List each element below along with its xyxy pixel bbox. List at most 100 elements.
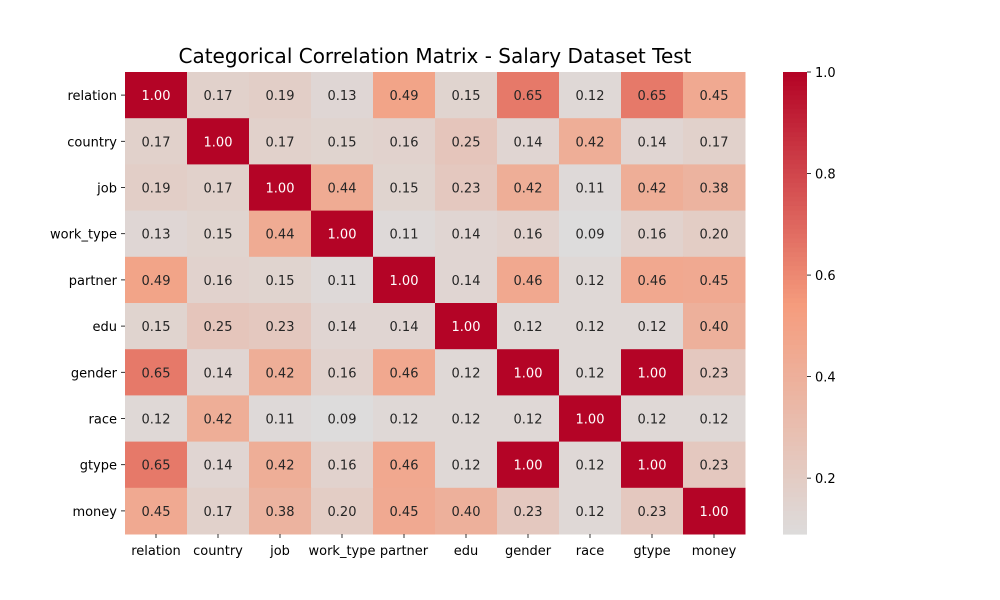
colorbar-segment <box>783 418 807 424</box>
column-tick-label: work_type <box>309 544 376 559</box>
colorbar-segment <box>783 335 807 341</box>
heatmap-cell <box>435 118 498 165</box>
heatmap-cell <box>187 303 250 350</box>
heatmap-cell <box>125 303 188 350</box>
colorbar-segment <box>783 136 807 142</box>
heatmap-cell <box>311 395 374 443</box>
colorbar-segment <box>783 473 807 480</box>
colorbar-segment <box>783 99 807 105</box>
column-tick-label: edu <box>454 544 479 559</box>
heatmap-cell <box>559 164 622 212</box>
cell-value-label: 0.12 <box>638 320 667 335</box>
colorbar-segment <box>783 201 807 207</box>
cell-value-label: 0.12 <box>142 413 171 428</box>
colorbar-segment <box>783 238 807 244</box>
heatmap-cell <box>621 349 684 396</box>
colorbar-segment <box>783 492 807 498</box>
cell-value-label: 0.12 <box>576 505 605 520</box>
heatmap-cell <box>683 303 746 350</box>
heatmap-cell <box>621 118 684 165</box>
cell-value-label: 1.00 <box>142 89 171 104</box>
heatmap-cell <box>435 164 498 212</box>
heatmap-cell <box>373 395 436 443</box>
heatmap-cell <box>373 349 436 396</box>
cell-value-label: 1.00 <box>452 320 481 335</box>
cell-value-label: 0.65 <box>638 89 667 104</box>
colorbar-segment <box>783 164 807 170</box>
cell-value-label: 0.14 <box>452 228 481 243</box>
cell-value-label: 0.12 <box>576 274 605 289</box>
heatmap-cell <box>435 303 498 350</box>
colorbar-segment <box>783 173 807 179</box>
heatmap-cell <box>249 395 312 443</box>
colorbar-segment <box>783 252 807 258</box>
heatmap-cell <box>683 349 746 396</box>
heatmap-cell <box>621 164 684 212</box>
colorbar-segment <box>783 455 807 461</box>
colorbar-segment <box>783 524 807 530</box>
colorbar-tick-label: 0.4 <box>815 371 836 386</box>
heatmap-cell <box>683 210 746 258</box>
chart-title: Categorical Correlation Matrix - Salary … <box>178 44 691 68</box>
heatmap-cell <box>559 210 622 258</box>
row-tick-label: race <box>89 413 117 428</box>
heatmap-cell <box>311 72 374 119</box>
colorbar-segment <box>783 307 807 313</box>
cell-value-label: 0.13 <box>328 89 357 104</box>
colorbar-segment <box>783 108 807 115</box>
colorbar-segment <box>783 192 807 198</box>
heatmap-cell <box>373 118 436 165</box>
heatmap-cell <box>249 164 312 212</box>
colorbar-segment <box>783 95 807 101</box>
heatmap-cell <box>187 487 250 535</box>
colorbar-segment <box>783 178 807 184</box>
cell-value-label: 1.00 <box>638 459 667 474</box>
heatmap-cell <box>497 164 560 212</box>
heatmap-cell <box>249 303 312 350</box>
colorbar-segment <box>783 266 807 272</box>
cell-value-label: 0.40 <box>452 505 481 520</box>
colorbar-segment <box>783 122 807 129</box>
heatmap-cell <box>125 118 188 165</box>
heatmap-cell <box>435 349 498 396</box>
cell-value-label: 0.16 <box>204 274 233 289</box>
colorbar-segment <box>783 104 807 110</box>
colorbar-segment <box>783 376 807 383</box>
colorbar-segment <box>783 275 807 281</box>
heatmap-cell <box>249 118 312 165</box>
row-tick-label: work_type <box>50 228 117 243</box>
heatmap-cell <box>497 72 560 119</box>
heatmap-cell <box>373 303 436 350</box>
heatmap-cell <box>187 210 250 258</box>
colorbar-segment <box>783 261 807 267</box>
heatmap-cell <box>373 164 436 212</box>
colorbar-segment <box>783 400 807 406</box>
heatmap-cell <box>187 349 250 396</box>
colorbar-segment <box>783 441 807 447</box>
colorbar-segment <box>783 446 807 452</box>
colorbar-segment <box>783 312 807 318</box>
heatmap-cell <box>187 256 250 304</box>
column-tick-label: country <box>193 544 243 559</box>
cell-value-label: 0.20 <box>328 505 357 520</box>
cell-value-label: 0.15 <box>328 135 357 150</box>
heatmap-cell <box>311 487 374 535</box>
heatmap-cell <box>683 395 746 443</box>
cell-value-label: 1.00 <box>514 366 543 381</box>
cell-value-label: 0.23 <box>700 366 729 381</box>
heatmap-cell <box>311 164 374 212</box>
cell-value-label: 1.00 <box>204 135 233 150</box>
colorbar-segment <box>783 372 807 378</box>
colorbar-segment <box>783 233 807 239</box>
cell-value-label: 0.16 <box>390 135 419 150</box>
colorbar-segment <box>783 224 807 230</box>
colorbar-segment <box>783 386 807 392</box>
colorbar-segment <box>783 247 807 253</box>
heatmap-cell <box>373 72 436 119</box>
cell-value-label: 0.16 <box>328 459 357 474</box>
colorbar-segment <box>783 113 807 119</box>
colorbar-segment <box>783 132 807 138</box>
heatmap-cell <box>125 210 188 258</box>
row-tick-label: partner <box>69 274 118 289</box>
colorbar-segment <box>783 409 807 415</box>
